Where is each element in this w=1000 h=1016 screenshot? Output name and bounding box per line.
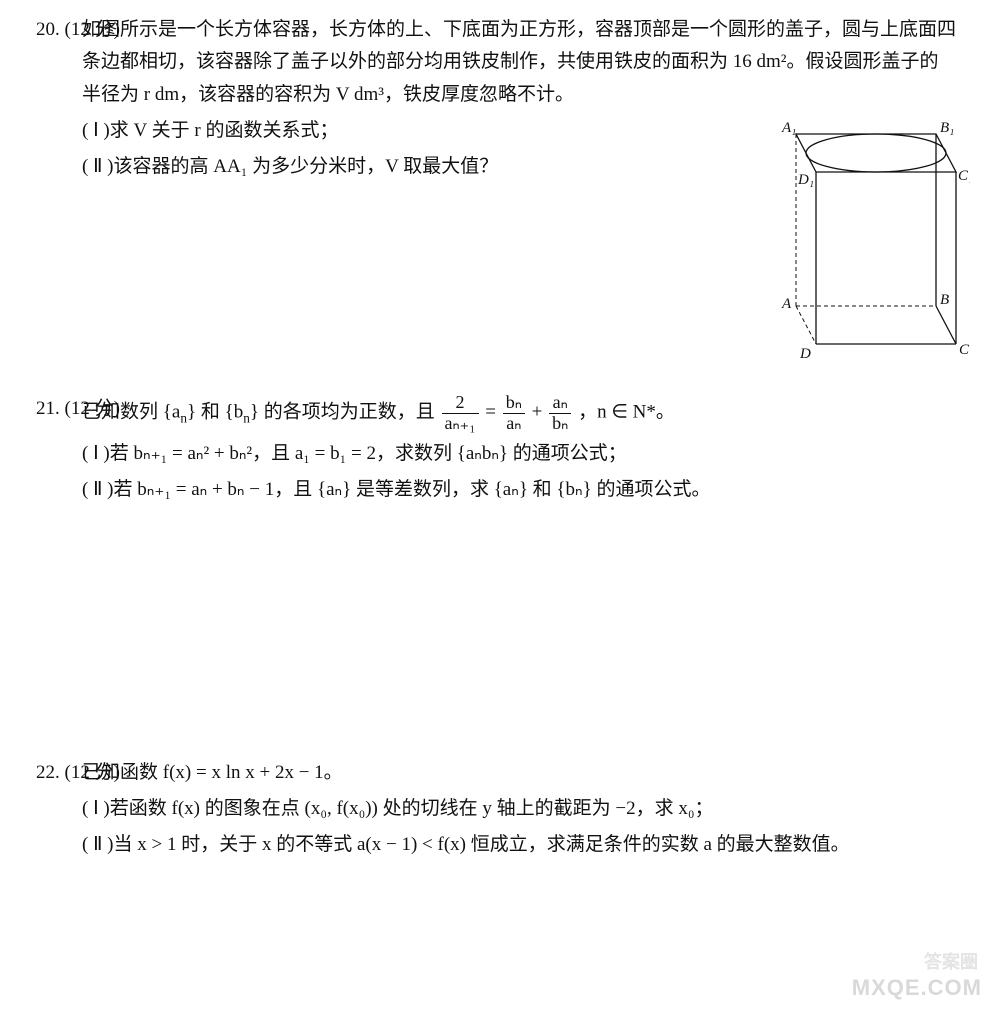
label-D: D [799, 346, 811, 362]
problem-21: 21. (12 分) 已知数列 {an} 和 {bn} 的各项均为正数，且 2 … [34, 393, 960, 506]
p20-line1: 如图所示是一个长方体容器，长方体的上、下底面为正方形，容器顶部是一个圆形的盖子，… [82, 14, 960, 46]
p21-intro-pre: 已知数列 {a [82, 402, 180, 423]
problem-21-body: 已知数列 {an} 和 {bn} 的各项均为正数，且 2 aₙ₊₁ = bₙ a… [82, 393, 960, 506]
label-C1: C₁ [958, 168, 970, 184]
problem-20: 20. (12 分) 如图所示是一个长方体容器，长方体的上、下底面为正方形，容器… [34, 14, 960, 183]
label-A: A [781, 296, 792, 312]
frac3-den: bₙ [549, 414, 571, 434]
spacer-2 [34, 547, 960, 757]
frac-2: bₙ aₙ [503, 393, 525, 434]
p21-intro: 已知数列 {an} 和 {bn} 的各项均为正数，且 2 aₙ₊₁ = bₙ a… [82, 393, 960, 434]
p21-intro-m2: } 的各项均为正数，且 [250, 402, 440, 423]
frac1-num: 2 [442, 393, 479, 414]
frac2-num: bₙ [503, 393, 525, 414]
eq-mid: = [485, 402, 500, 423]
label-B1: B₁ [940, 120, 954, 136]
p22-sub2: ( Ⅱ )当 x > 1 时，关于 x 的不等式 a(x − 1) < f(x)… [82, 829, 960, 861]
plus: + [532, 402, 547, 423]
label-C: C [959, 342, 970, 358]
p20-line3: 半径为 r dm，该容器的容积为 V dm³，铁皮厚度忽略不计。 [82, 79, 782, 111]
frac1-den: aₙ₊₁ [442, 414, 479, 434]
label-D1: D₁ [797, 172, 814, 188]
p21-sub2: ( Ⅱ )若 bₙ₊₁ = aₙ + bₙ − 1，且 {aₙ} 是等差数列，求… [82, 474, 960, 506]
p21-sub1: ( Ⅰ )若 bₙ₊₁ = aₙ² + bₙ²，且 a₁ = b₁ = 2，求数… [82, 438, 960, 470]
p22-sub1: ( Ⅰ )若函数 f(x) 的图象在点 (x₀, f(x₀)) 处的切线在 y … [82, 793, 960, 825]
label-B: B [940, 292, 949, 308]
exam-page: 20. (12 分) 如图所示是一个长方体容器，长方体的上、下底面为正方形，容器… [0, 0, 1000, 1016]
frac-3: aₙ bₙ [549, 393, 571, 434]
p21-intro-m1: } 和 {b [187, 402, 243, 423]
frac2-den: aₙ [503, 414, 525, 434]
frac3-num: aₙ [549, 393, 571, 414]
p22-line1: 已知函数 f(x) = x ln x + 2x − 1。 [82, 757, 960, 789]
label-A1: A₁ [781, 120, 796, 136]
frac-1: 2 aₙ₊₁ [442, 393, 479, 434]
p21-intro-tail: ，n ∈ N*。 [578, 402, 675, 423]
problem-22: 22. (12 分) 已知函数 f(x) = x ln x + 2x − 1。 … [34, 757, 960, 862]
cuboid-figure: A₁ B₁ D₁ C₁ A B D C [760, 114, 970, 364]
p20-line2: 条边都相切，该容器除了盖子以外的部分均用铁皮制作，共使用铁皮的面积为 16 dm… [82, 46, 960, 78]
watermark-en: MXQE.COM [852, 969, 982, 1006]
problem-22-body: 已知函数 f(x) = x ln x + 2x − 1。 ( Ⅰ )若函数 f(… [82, 757, 960, 862]
